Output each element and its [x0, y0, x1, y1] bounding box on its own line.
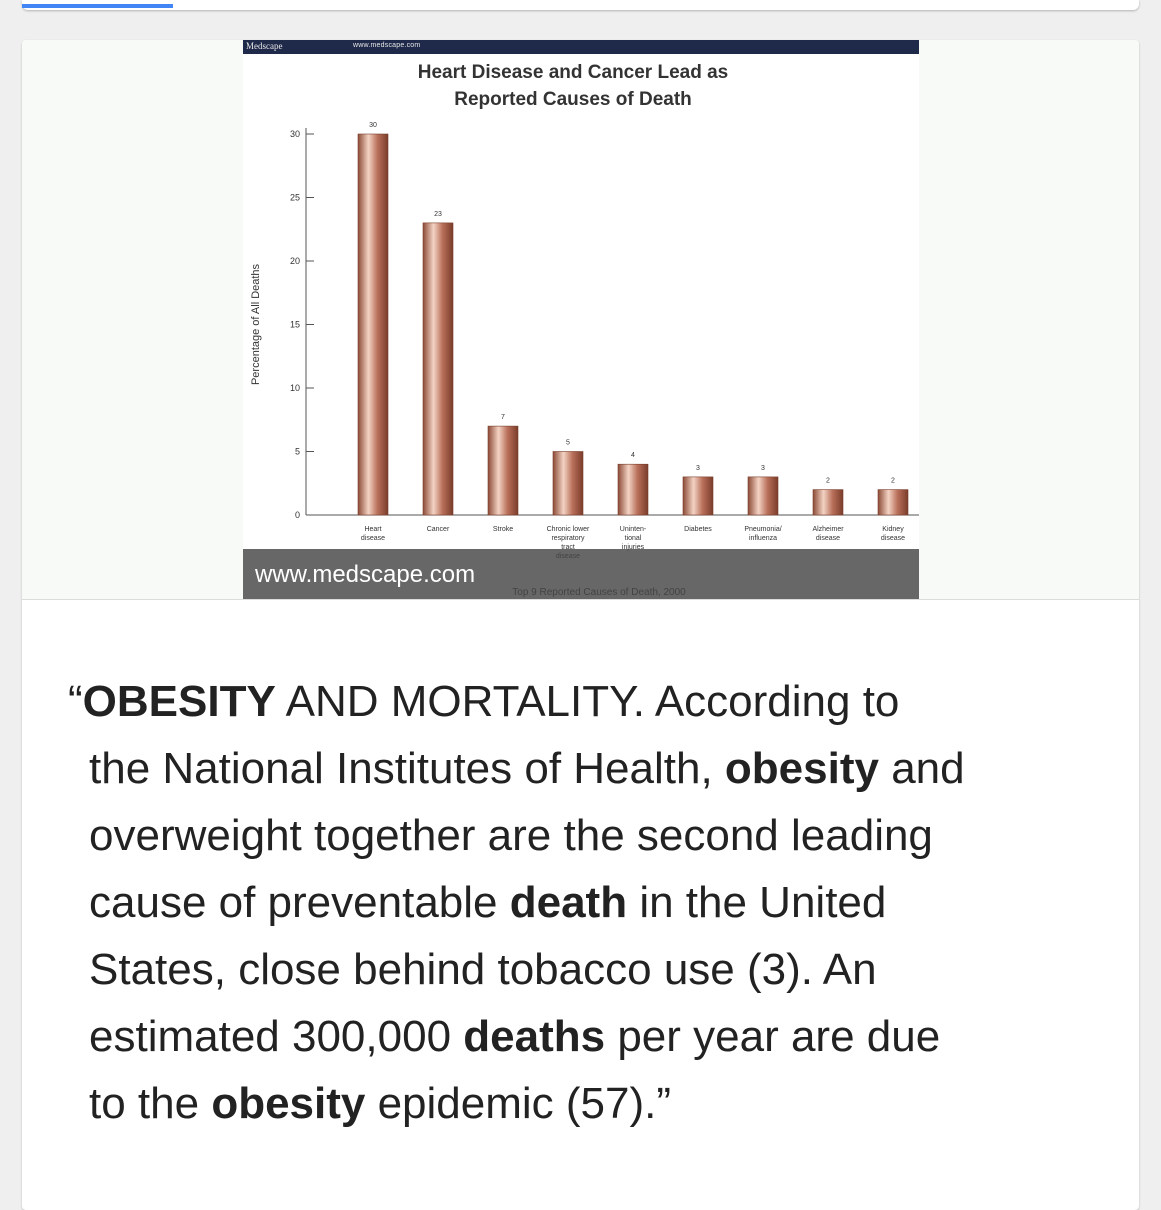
x-category-label: Heart [364, 526, 381, 533]
quote-text: “ [68, 677, 83, 726]
x-category-label: Alzheimer [812, 526, 844, 533]
quote-line: the National Institutes of Health, obesi… [68, 735, 1128, 802]
image-result-card[interactable]: Heart Disease and Cancer Lead as Reported… [22, 40, 1139, 1210]
x-category-label: Kidney [882, 526, 904, 533]
quote-line: overweight together are the second leadi… [68, 802, 1128, 869]
highlighted-term: obesity [724, 744, 879, 793]
x-category-label: disease [816, 535, 840, 542]
quote-text: the National Institutes of Health, [89, 744, 725, 793]
medscape-logo: Medscape [246, 41, 283, 51]
x-category-label: Cancer [427, 526, 450, 533]
quote-text: per year are due [605, 1012, 941, 1061]
quote-text: and [878, 744, 965, 793]
bar-value-label: 7 [501, 414, 505, 421]
highlighted-term: OBESITY [82, 677, 276, 726]
quote-text: to the [89, 1079, 212, 1128]
chart-title: Heart Disease and Cancer Lead as [418, 62, 729, 83]
previous-result-card [22, 0, 1139, 10]
y-axis-label: Percentage of All Deaths [250, 263, 262, 385]
image-source-overlay[interactable]: www.medscape.com [243, 549, 919, 599]
highlighted-term: obesity [211, 1079, 366, 1128]
card-accent-bar [22, 4, 173, 8]
bar-value-label: 5 [566, 440, 570, 447]
y-tick-label: 15 [290, 320, 300, 330]
bar-value-label: 23 [434, 211, 442, 218]
chart-bar [552, 451, 584, 516]
x-category-label: Uninten- [620, 526, 647, 533]
bar-value-label: 30 [369, 122, 377, 129]
x-category-label: tional [625, 535, 642, 542]
quote-line: “OBESITY AND MORTALITY. According to [68, 668, 1128, 735]
chart-bar [422, 222, 454, 516]
highlighted-term: death [509, 878, 628, 927]
y-tick-label: 25 [290, 193, 300, 203]
chart-header-strip: Medscape www.medscape.com [243, 40, 919, 54]
quote-text: estimated 300,000 [89, 1012, 464, 1061]
x-category-label: Stroke [493, 526, 513, 533]
x-category-label: disease [361, 535, 385, 542]
chart-bar [357, 133, 389, 516]
y-tick-label: 0 [295, 510, 300, 520]
image-preview-area[interactable]: Heart Disease and Cancer Lead as Reported… [22, 40, 1139, 600]
bar-chart: Heart Disease and Cancer Lead as Reported… [250, 62, 919, 598]
y-tick-label: 30 [290, 129, 300, 139]
quote-text: epidemic (57).” [365, 1079, 672, 1128]
quote-text: overweight together are the second leadi… [89, 811, 933, 860]
quote-text: AND MORTALITY. According to [275, 677, 900, 726]
quote-line: cause of preventable death in the United [68, 869, 1128, 936]
y-tick-label: 20 [290, 256, 300, 266]
image-source-link[interactable]: www.medscape.com [255, 561, 476, 588]
x-category-label: Chronic lower [547, 526, 590, 533]
quote-line: States, close behind tobacco use (3). An [68, 936, 1128, 1003]
chart-title: Reported Causes of Death [454, 89, 692, 110]
quote-line: estimated 300,000 deaths per year are du… [68, 1003, 1128, 1070]
y-tick-label: 10 [290, 383, 300, 393]
x-category-label: Diabetes [684, 526, 712, 533]
quote-text: in the United [627, 878, 887, 927]
chart-bar [747, 476, 779, 516]
chart-bar [812, 489, 844, 516]
x-category-label: respiratory [551, 535, 585, 542]
quote-text: States, close behind tobacco use (3). An [89, 945, 877, 994]
y-tick-label: 5 [295, 447, 300, 457]
chart-bar [877, 489, 909, 516]
quote-text: cause of preventable [89, 878, 510, 927]
bar-value-label: 4 [631, 452, 635, 459]
chart-image[interactable]: Heart Disease and Cancer Lead as Reported… [243, 40, 919, 599]
x-category-label: injuries [622, 544, 645, 551]
chart-bar [682, 476, 714, 516]
chart-header-url: www.medscape.com [353, 42, 421, 49]
x-category-label: disease [881, 535, 905, 542]
result-snippet-quote: “OBESITY AND MORTALITY. According to the … [68, 668, 1128, 1137]
chart-bar [617, 463, 649, 516]
bar-value-label: 2 [826, 478, 830, 485]
bar-value-label: 3 [696, 465, 700, 472]
quote-line: to the obesity epidemic (57).” [68, 1070, 1128, 1137]
chart-bar [487, 425, 519, 516]
bar-value-label: 2 [891, 478, 895, 485]
x-category-label: Pneumonia/ [744, 526, 781, 533]
x-category-label: influenza [749, 535, 777, 542]
highlighted-term: deaths [463, 1012, 606, 1061]
bar-value-label: 3 [761, 465, 765, 472]
x-category-label: tract [561, 544, 575, 551]
